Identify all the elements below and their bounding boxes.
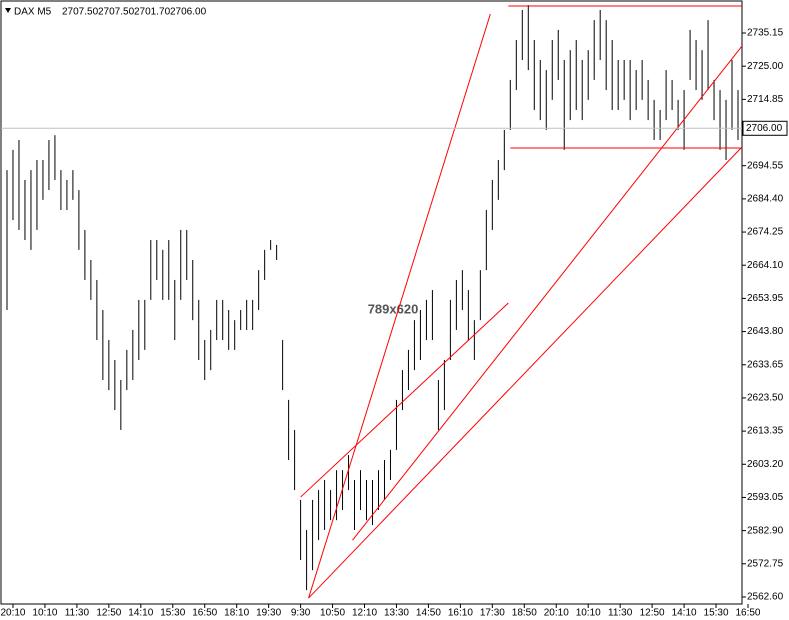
trendline [300,302,509,498]
x-tick-label: 14:10 [128,608,153,619]
y-tick-label: 2633.65 [747,359,784,370]
watermark: 789x620 [368,301,419,316]
x-tick-label: 10:50 [320,608,345,619]
header-open: 2707.50 [62,7,99,18]
x-tick-label: 16:50 [735,608,760,619]
y-tick-label: 2735.15 [747,28,784,39]
y-tick-label: 2613.35 [747,426,784,437]
y-tick-label: 2643.80 [747,326,784,337]
y-tick-label: 2562.60 [747,592,784,603]
x-tick-label: 20:10 [0,608,25,619]
y-tick-label: 2664.10 [747,260,784,271]
x-tick-label: 16:50 [192,608,217,619]
x-tick-label: 17:30 [480,608,505,619]
x-tick-label: 14:10 [672,608,697,619]
y-tick-label: 2653.95 [747,293,784,304]
y-tick-label: 2674.25 [747,227,784,238]
y-tick-label: 2582.90 [747,525,784,536]
x-tick-label: 16:10 [448,608,473,619]
x-tick-label: 12:10 [352,608,377,619]
y-tick-label: 2603.20 [747,459,784,470]
header-high: 2707.50 [98,7,135,18]
trendline [308,13,491,599]
x-tick-label: 18:10 [224,608,249,619]
x-tick-label: 13:30 [384,608,409,619]
x-tick-label: 19:30 [256,608,281,619]
header-close: 2706.00 [170,7,207,18]
x-tick-label: 12:50 [640,608,665,619]
x-tick-label: 18:50 [512,608,537,619]
y-tick-label: 2593.05 [747,492,784,503]
y-tick-label: 2684.40 [747,194,784,205]
x-tick-label: 10:10 [32,608,57,619]
current-price-label: 2706.00 [746,123,783,134]
y-tick-label: 2623.50 [747,393,784,404]
x-tick-label: 11:30 [65,608,90,619]
x-tick-label: 11:30 [608,608,633,619]
x-tick-label: 10:10 [576,608,601,619]
current-price-box [742,120,788,136]
x-tick-label: 9:30 [291,608,311,619]
x-tick-label: 20:10 [544,608,569,619]
y-tick-label: 2714.85 [747,94,784,105]
y-tick-label: 2725.00 [747,61,784,72]
x-tick-label: 15:30 [160,608,185,619]
y-tick-label: 2694.55 [747,160,784,171]
symbol: DAX M5 [14,7,52,18]
y-tick-label: 2572.75 [747,558,784,569]
trendline [308,146,743,599]
chart-menu-icon [5,8,11,13]
header-low: 2701.70 [134,7,171,18]
x-tick-label: 12:50 [96,608,121,619]
x-tick-label: 14:50 [416,608,441,619]
x-tick-label: 15:30 [704,608,729,619]
